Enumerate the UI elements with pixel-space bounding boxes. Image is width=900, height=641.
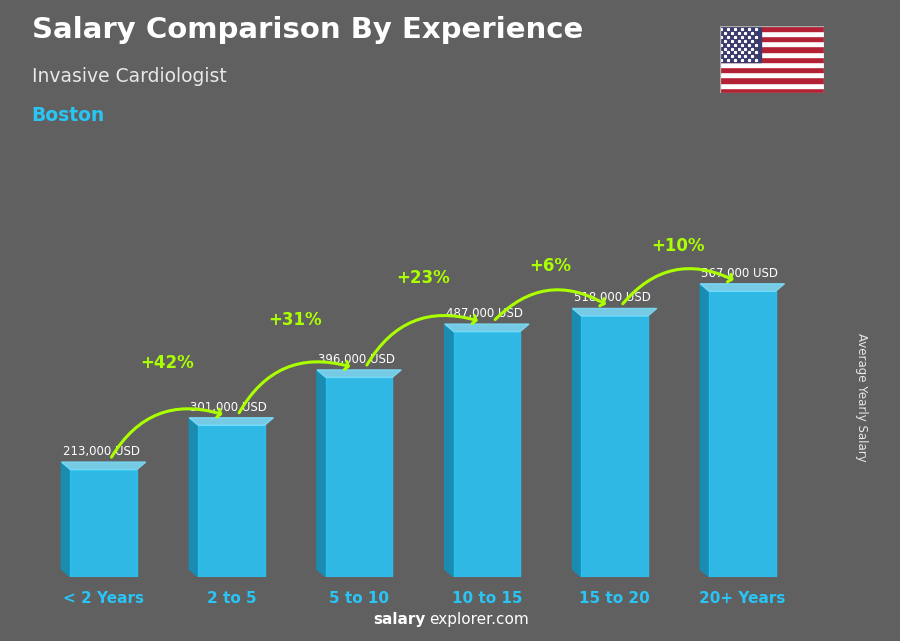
Text: 213,000 USD: 213,000 USD	[63, 445, 140, 458]
Bar	[720, 41, 824, 46]
Bar	[720, 56, 824, 62]
Polygon shape	[61, 462, 146, 470]
Polygon shape	[326, 378, 392, 577]
Text: 518,000 USD: 518,000 USD	[573, 292, 651, 304]
Polygon shape	[700, 284, 785, 291]
Text: +23%: +23%	[396, 269, 450, 287]
Polygon shape	[189, 418, 198, 577]
Text: 396,000 USD: 396,000 USD	[318, 353, 395, 366]
Text: Invasive Cardiologist: Invasive Cardiologist	[32, 67, 226, 87]
Polygon shape	[189, 418, 274, 426]
Text: 487,000 USD: 487,000 USD	[446, 307, 523, 320]
Bar	[720, 26, 761, 62]
Polygon shape	[572, 308, 581, 577]
Polygon shape	[70, 470, 137, 577]
Bar	[720, 31, 824, 36]
Bar	[720, 67, 824, 72]
Text: Average Yearly Salary: Average Yearly Salary	[855, 333, 868, 462]
Text: salary: salary	[374, 612, 426, 627]
Text: Salary Comparison By Experience: Salary Comparison By Experience	[32, 16, 583, 44]
Text: +42%: +42%	[140, 354, 194, 372]
Bar	[720, 78, 824, 83]
Polygon shape	[572, 308, 657, 316]
Bar	[720, 72, 824, 78]
Bar	[720, 83, 824, 88]
Bar	[720, 51, 824, 56]
Polygon shape	[709, 291, 776, 577]
Text: Boston: Boston	[32, 106, 104, 125]
Text: +6%: +6%	[530, 257, 572, 275]
Text: explorer.com: explorer.com	[429, 612, 529, 627]
Bar	[720, 88, 824, 93]
Text: +31%: +31%	[268, 311, 322, 329]
Polygon shape	[454, 331, 520, 577]
Polygon shape	[317, 370, 326, 577]
Polygon shape	[317, 370, 401, 378]
Bar	[720, 26, 824, 31]
Polygon shape	[445, 324, 454, 577]
Polygon shape	[700, 284, 709, 577]
Bar	[720, 62, 824, 67]
Bar	[720, 46, 824, 51]
Bar	[720, 36, 824, 41]
Polygon shape	[581, 316, 648, 577]
Polygon shape	[61, 462, 70, 577]
Polygon shape	[445, 324, 529, 331]
Text: 301,000 USD: 301,000 USD	[191, 401, 267, 413]
Polygon shape	[198, 426, 265, 577]
Text: +10%: +10%	[652, 237, 706, 254]
Text: 567,000 USD: 567,000 USD	[701, 267, 778, 279]
